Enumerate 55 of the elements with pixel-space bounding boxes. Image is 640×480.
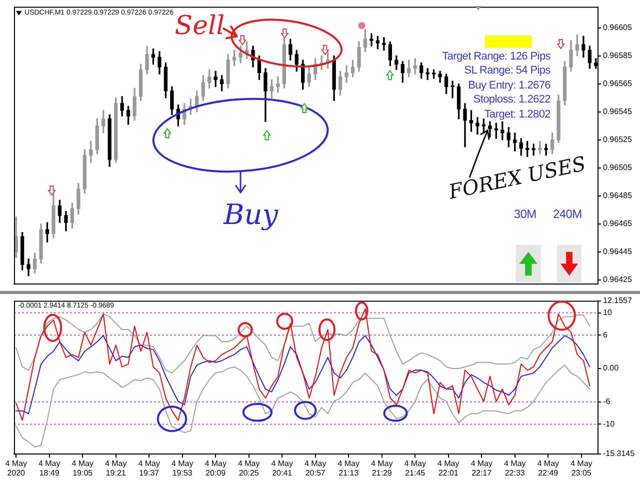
annotation: Sell	[174, 10, 225, 41]
candlestick	[344, 65, 348, 83]
candlestick	[370, 33, 374, 46]
x-tick-label: 4 May 22:33	[504, 458, 526, 478]
y-tick-label: 6	[603, 330, 608, 340]
candlestick	[488, 121, 492, 138]
candlestick	[450, 80, 454, 98]
x-tick-label: 4 May 22:01	[437, 458, 460, 478]
y-tick-label: 0.96605	[603, 23, 632, 32]
y-tick-label: 0.96545	[603, 107, 632, 116]
x-tick-label: 4 May 20:25	[238, 458, 260, 478]
annotation: 240M	[552, 206, 582, 221]
annotation: Target: 1.2802	[484, 108, 550, 120]
y-tick-label: 0.96485	[603, 191, 632, 200]
x-tick-label: 4 May 19:21	[104, 458, 127, 478]
annotation: Target Range: 126 Pips	[442, 50, 550, 62]
x-tick-label: 4 May 21:13	[338, 458, 360, 478]
y-tick-label: 0.96525	[603, 135, 632, 144]
x-tick-label: 4 May 18:49	[38, 458, 60, 478]
annotation: Stoploss: 1.2622	[473, 94, 550, 106]
annotation: Buy Entry: 1.2676	[468, 79, 550, 92]
annotation: 30M	[514, 206, 536, 221]
candlestick	[532, 144, 536, 156]
candlestick	[544, 144, 548, 156]
y-tick-label: 0.96585	[603, 51, 632, 60]
x-tick-label: 4 May 21:29	[370, 458, 393, 478]
x-tick-label: 4 May 20:09	[204, 458, 226, 478]
annotation: Buy	[224, 198, 278, 231]
annotation: SL Range: 54 Pips	[464, 64, 550, 77]
x-tick-label: 4 May 21:45	[404, 458, 426, 478]
x-tick-label: 4 May 23:05	[570, 458, 592, 478]
x-tick-label: 4 May 19:37	[138, 458, 160, 478]
x-tick-label: 4 May 19:05	[72, 458, 94, 478]
y-tick-label: 0.96445	[603, 247, 632, 256]
y-tick-label: 10	[603, 308, 612, 318]
candlestick	[26, 258, 30, 276]
x-tick-label: 4 May 20:57	[304, 458, 326, 478]
candlestick	[476, 117, 480, 135]
y-tick-label: 12.1557	[603, 296, 632, 306]
y-tick-label: -10	[603, 419, 616, 428]
y-tick-label: 0.96465	[603, 219, 632, 228]
x-tick-label: 4 May 2020	[5, 458, 27, 478]
y-tick-label: 0.96565	[603, 79, 632, 88]
y-tick-label: 0.00	[603, 364, 620, 373]
candlestick	[276, 76, 280, 93]
x-tick-label: 4 May 22:17	[470, 458, 493, 478]
candlestick	[382, 37, 386, 51]
x-tick-label: 4 May 22:49	[537, 458, 560, 478]
x-tick-label: 4 May 20:41	[271, 458, 293, 478]
x-tick-label: 4 May 19:53	[171, 458, 194, 478]
annotation: FOREX USES	[446, 152, 588, 204]
y-tick-label: -6	[603, 397, 611, 406]
y-tick-label: 0.96505	[603, 163, 632, 172]
y-tick-label: -15.3145	[603, 449, 636, 458]
y-tick-label: 0.96425	[603, 275, 632, 284]
